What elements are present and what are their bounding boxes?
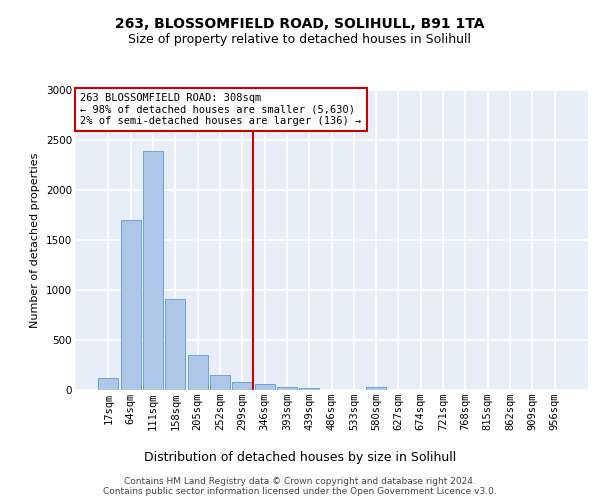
Bar <box>254 384 275 390</box>
Bar <box>98 378 118 390</box>
Bar <box>121 220 141 390</box>
Text: Size of property relative to detached houses in Solihull: Size of property relative to detached ho… <box>128 32 472 46</box>
Bar <box>277 386 297 390</box>
Y-axis label: Number of detached properties: Number of detached properties <box>31 152 40 328</box>
Bar <box>210 374 230 390</box>
Bar <box>188 355 208 390</box>
Bar <box>299 388 319 390</box>
Text: 263, BLOSSOMFIELD ROAD, SOLIHULL, B91 1TA: 263, BLOSSOMFIELD ROAD, SOLIHULL, B91 1T… <box>115 18 485 32</box>
Text: Distribution of detached houses by size in Solihull: Distribution of detached houses by size … <box>144 451 456 464</box>
Text: 263 BLOSSOMFIELD ROAD: 308sqm
← 98% of detached houses are smaller (5,630)
2% of: 263 BLOSSOMFIELD ROAD: 308sqm ← 98% of d… <box>80 93 361 126</box>
Text: Contains public sector information licensed under the Open Government Licence v3: Contains public sector information licen… <box>103 486 497 496</box>
Text: Contains HM Land Registry data © Crown copyright and database right 2024.: Contains HM Land Registry data © Crown c… <box>124 476 476 486</box>
Bar <box>165 299 185 390</box>
Bar <box>232 382 252 390</box>
Bar <box>366 387 386 390</box>
Bar <box>143 151 163 390</box>
